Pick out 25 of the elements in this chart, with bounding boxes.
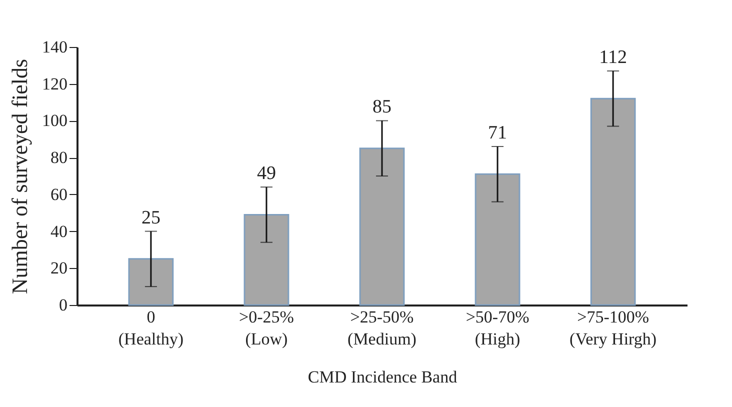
x-tick-label: >25-50% (Medium) (348, 308, 416, 348)
data-label: 49 (256, 163, 276, 184)
bar (590, 98, 636, 306)
y-tick-label: 80 (50, 148, 68, 168)
bar (244, 214, 290, 306)
y-tick-label: 100 (42, 111, 68, 130)
data-label: 85 (372, 96, 392, 118)
y-tick-label: 40 (50, 222, 68, 241)
y-tick-label: 140 (42, 38, 68, 56)
y-tick-label: 120 (42, 74, 68, 94)
y-tick-label: 60 (50, 184, 68, 204)
bar (128, 258, 174, 306)
data-label: 112 (599, 46, 627, 68)
y-axis-title: Number of surveyed fields (7, 58, 32, 294)
x-tick-label: 0 (Healthy) (118, 308, 184, 348)
y-tick-label: 20 (50, 258, 68, 278)
y-tick-label: 0 (59, 296, 68, 314)
data-label: 71 (488, 122, 508, 144)
x-tick-label: >0-25% (Low) (239, 308, 294, 348)
x-tick-label: >75-100% (Very Hirgh) (570, 308, 657, 348)
bar (359, 148, 405, 306)
bar (474, 173, 520, 306)
x-tick-label: >50-70% (High) (466, 308, 530, 348)
x-axis-title: CMD Incidence Band (308, 368, 458, 386)
data-label: 25 (141, 207, 160, 228)
